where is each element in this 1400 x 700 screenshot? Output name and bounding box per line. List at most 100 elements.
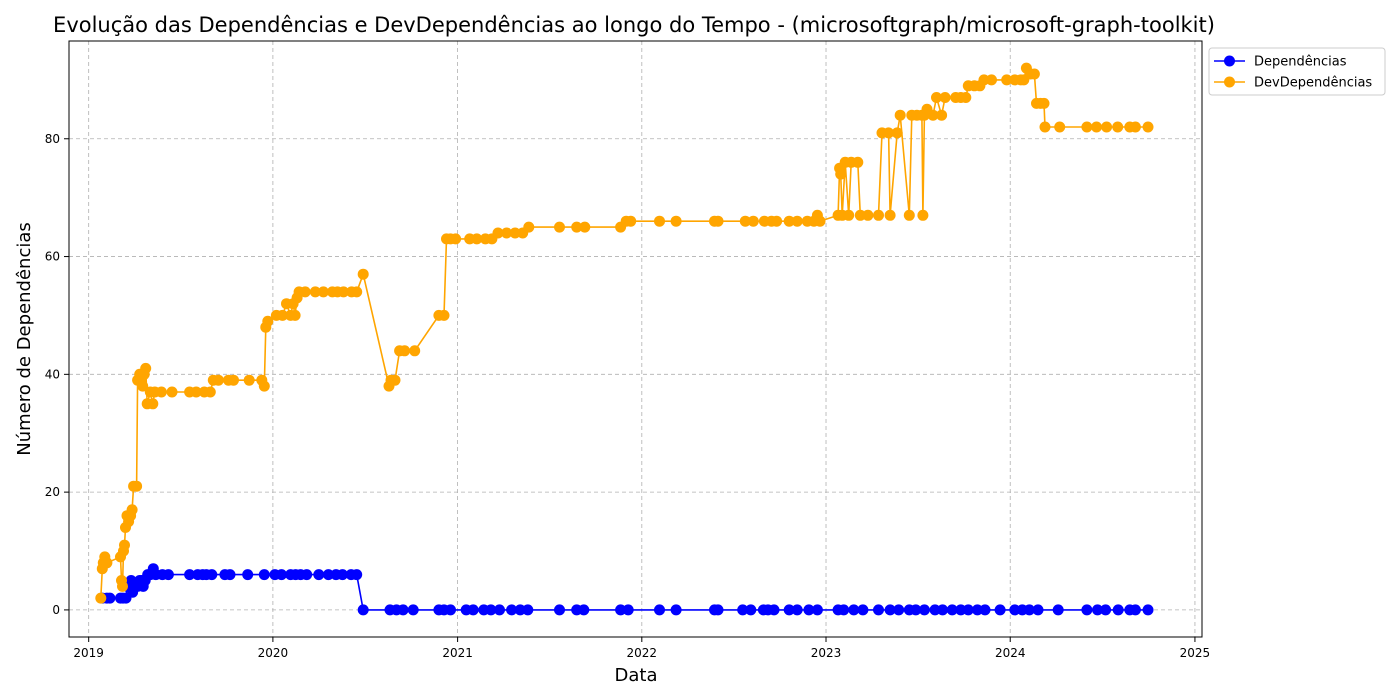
data-point-devdependencias <box>960 92 972 103</box>
data-point-devdependencias <box>791 215 803 227</box>
data-point-devdependencias <box>814 215 826 227</box>
data-point-devdependencias <box>243 374 255 386</box>
x-tick-label: 2020 <box>258 646 289 660</box>
data-point-devdependencias <box>862 209 874 221</box>
data-point-dependencias <box>848 604 860 616</box>
data-point-devdependencias <box>854 209 866 221</box>
legend-label-devdependencias: DevDependências <box>1254 76 1372 91</box>
data-point-devdependencias <box>299 286 311 298</box>
data-point-devdependencias <box>835 168 847 180</box>
data-point-devdependencias <box>277 309 288 321</box>
plot-frame <box>68 40 1203 638</box>
data-point-devdependencias <box>891 127 903 139</box>
chart-title: Evolução das Dependências e DevDependênc… <box>53 13 1215 37</box>
data-point-dependencias <box>184 569 196 581</box>
data-point-dependencias <box>712 604 724 616</box>
data-point-devdependencias <box>931 92 942 103</box>
data-point-dependencias <box>578 604 590 616</box>
data-point-dependencias <box>1092 604 1103 616</box>
grid <box>69 41 1202 637</box>
data-point-devdependencias <box>873 209 884 221</box>
data-point-dependencias <box>407 604 419 616</box>
data-point-dependencias <box>946 604 958 616</box>
data-point-devdependencias <box>625 215 637 227</box>
data-point-devdependencias <box>357 268 369 280</box>
data-point-dependencias <box>783 604 795 616</box>
x-tick-label: 2019 <box>73 646 104 660</box>
data-point-devdependencias <box>1091 121 1102 133</box>
y-tick-label: 20 <box>45 485 60 499</box>
data-point-dependencias <box>670 604 682 616</box>
data-point-devdependencias <box>140 362 152 374</box>
data-point-devdependencias <box>101 557 113 569</box>
data-point-dependencias <box>104 592 116 604</box>
data-point-dependencias <box>857 604 869 616</box>
data-point-dependencias <box>937 604 949 616</box>
data-point-dependencias <box>242 569 254 581</box>
data-point-devdependencias <box>1001 74 1013 86</box>
data-point-dependencias <box>337 569 348 581</box>
data-point-dependencias <box>768 604 780 616</box>
data-point-dependencias <box>811 604 823 616</box>
data-point-devdependencias <box>939 92 951 103</box>
data-point-dependencias <box>397 604 409 616</box>
data-point-dependencias <box>506 604 518 616</box>
data-point-dependencias <box>224 569 236 581</box>
data-point-dependencias <box>962 604 974 616</box>
data-point-devdependencias <box>771 215 783 227</box>
data-point-dependencias <box>615 604 627 616</box>
data-point-dependencias <box>522 604 534 616</box>
data-point-devdependencias <box>126 504 138 516</box>
y-tick-label: 80 <box>45 132 60 146</box>
x-tick-label: 2022 <box>627 646 658 660</box>
data-point-devdependencias <box>523 221 535 233</box>
data-point-devdependencias <box>1038 97 1050 109</box>
data-point-dependencias <box>313 569 325 581</box>
data-point-dependencias <box>206 569 218 581</box>
data-point-dependencias <box>445 604 456 616</box>
data-point-dependencias <box>162 569 174 581</box>
data-point-devdependencias <box>670 215 682 227</box>
legend-marker-devdependencias <box>1224 76 1235 88</box>
data-point-devdependencias <box>351 286 363 298</box>
data-point-dependencias <box>884 604 896 616</box>
data-point-devdependencias <box>894 109 906 121</box>
data-point-dependencias <box>494 604 505 616</box>
data-point-dependencias <box>929 604 941 616</box>
data-point-devdependencias <box>438 309 450 321</box>
data-point-devdependencias <box>747 215 759 227</box>
data-point-devdependencias <box>492 227 504 239</box>
data-point-dependencias <box>910 604 922 616</box>
data-point-dependencias <box>1032 604 1044 616</box>
data-point-devdependencias <box>1142 121 1154 133</box>
data-point-dependencias <box>737 604 749 616</box>
y-axis-label: Número de Dependências <box>14 222 35 456</box>
y-tick-label: 60 <box>45 250 60 264</box>
data-point-dependencias <box>1052 604 1064 616</box>
data-point-devdependencias <box>554 221 565 233</box>
data-point-dependencias <box>1129 604 1141 616</box>
data-point-dependencias <box>803 604 815 616</box>
data-point-devdependencias <box>95 592 107 604</box>
data-point-devdependencias <box>166 386 178 398</box>
data-point-devdependencias <box>1101 121 1113 133</box>
data-point-devdependencias <box>131 480 143 492</box>
data-point-dependencias <box>654 604 665 616</box>
data-point-dependencias <box>838 604 850 616</box>
data-point-devdependencias <box>1081 121 1093 133</box>
data-point-devdependencias <box>1039 121 1051 133</box>
data-point-devdependencias <box>571 221 583 233</box>
data-point-dependencias <box>322 569 334 581</box>
data-point-dependencias <box>1023 604 1035 616</box>
x-tick-label: 2023 <box>811 646 842 660</box>
data-point-devdependencias <box>147 398 159 410</box>
data-point-devdependencias <box>501 227 513 239</box>
data-point-dependencias <box>485 604 497 616</box>
data-point-devdependencias <box>936 109 948 121</box>
data-point-devdependencias <box>903 209 915 221</box>
data-point-devdependencias <box>317 286 329 298</box>
data-point-devdependencias <box>117 580 128 592</box>
data-point-devdependencias <box>509 227 521 239</box>
data-point-dependencias <box>994 604 1006 616</box>
